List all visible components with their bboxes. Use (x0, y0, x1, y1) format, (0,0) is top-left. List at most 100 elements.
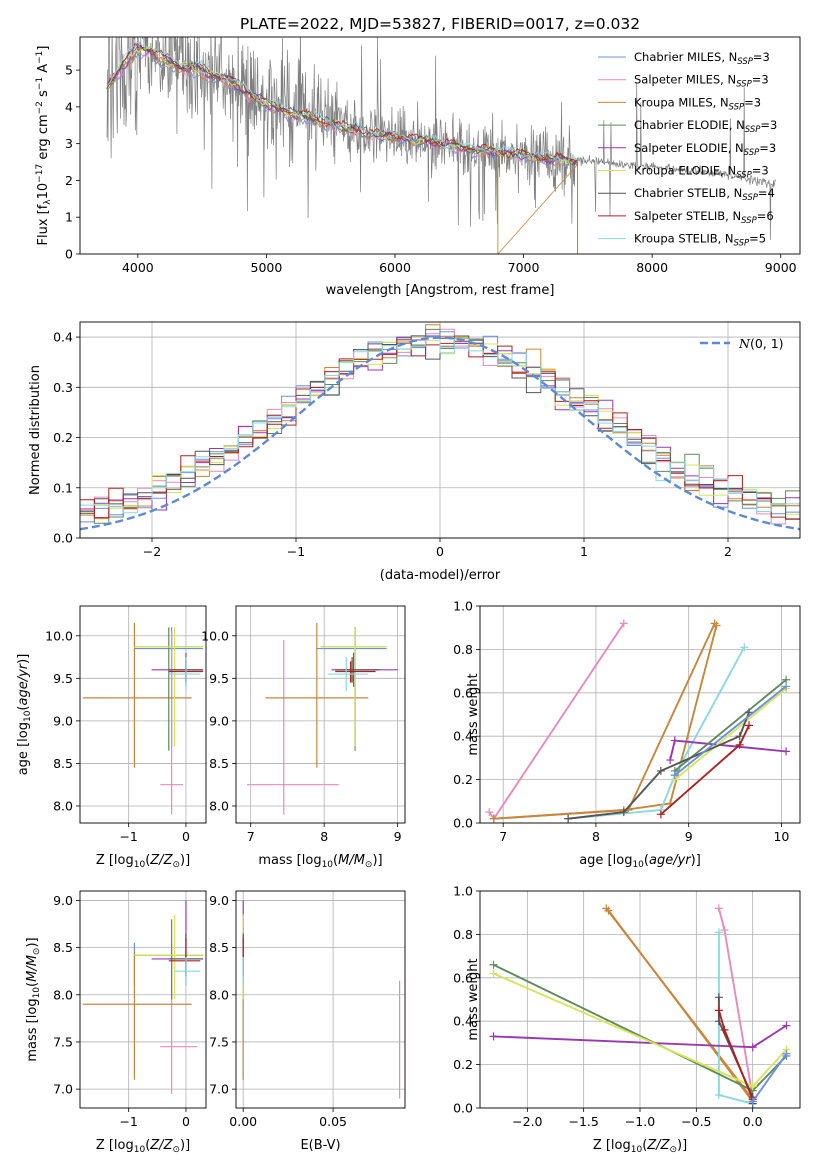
x-tick-label: 9 (685, 829, 693, 844)
weight-point (666, 756, 675, 765)
y-tick-label: 9.5 (53, 671, 73, 686)
legend: N(0, 1) (700, 336, 784, 351)
x-tick-label: 8 (320, 829, 328, 844)
legend-label: Salpeter MILES, NSSP=3 (634, 73, 769, 90)
weight-point (735, 740, 744, 749)
weight-point (782, 747, 791, 756)
y-tick-label: 0.6 (453, 685, 473, 700)
weight-series-line (493, 625, 718, 820)
y-tick-label: 7.0 (209, 1082, 229, 1097)
legend-label: Salpeter STELIB, NSSP=6 (634, 209, 774, 226)
weight-point (489, 814, 498, 823)
weight-point (564, 814, 573, 823)
axes-frame (479, 605, 801, 824)
x-tick-label: 8000 (636, 260, 668, 275)
y-tick-label: 0.2 (53, 430, 73, 445)
weight-series-line (674, 685, 787, 777)
x-tick-label: 6000 (379, 260, 411, 275)
y-tick-label: 1.0 (453, 599, 473, 614)
y-axis-label: Flux [fλ10−17 erg cm−2 s−1 A−1] (35, 46, 53, 246)
y-tick-label: 4 (65, 99, 73, 114)
weight-point (489, 1032, 498, 1041)
y-tick-label: 0.4 (453, 729, 473, 744)
weight-point (782, 682, 791, 691)
y-tick-label: 5 (65, 63, 73, 78)
panel-mass-vs-Z: −1 0 7.0 7.5 8.0 8.5 9.0 Z [log10(Z/Z⊙)] mass [l… (25, 890, 207, 1155)
figure-title: PLATE=2022, MJD=53827, FIBERID=0017, z=0… (240, 15, 640, 33)
x-axis-label: Z [log10(Z/Z⊙)] (593, 1138, 687, 1155)
y-tick-label: 8.0 (209, 987, 229, 1002)
panel-spectrum: 4000 5000 6000 7000 8000 9000 0 1 2 3 4 5 wavelength… (35, 36, 801, 298)
y-tick-label: 8.0 (53, 987, 73, 1002)
weight-point (720, 926, 729, 935)
x-axis-label: Z [log10(Z/Z⊙)] (96, 853, 190, 870)
weight-series-line (717, 908, 754, 1098)
x-tick-label: −1 (119, 829, 137, 844)
y-tick-label: 9.0 (53, 713, 73, 728)
plot-area (82, 900, 204, 1094)
weight-point (748, 1097, 757, 1106)
weight-series-line (605, 907, 754, 1100)
y-axis-label: mass [log10(M/M⊙)] (25, 937, 42, 1061)
legend-label: Chabrier MILES, NSSP=3 (634, 50, 770, 67)
y-tick-label: 0.2 (453, 772, 473, 787)
y-tick-label: 1.0 (453, 884, 473, 899)
weight-series-line (674, 687, 787, 781)
plot-area (489, 904, 791, 1108)
x-tick-label: −1.5 (568, 1114, 598, 1129)
y-tick-label: 0 (65, 247, 73, 262)
weight-point (670, 736, 679, 745)
y-tick-label: 7.0 (53, 1082, 73, 1097)
x-tick-label: 9 (394, 829, 402, 844)
x-tick-label: 0.05 (319, 1114, 347, 1129)
weight-point (735, 732, 744, 741)
axes-frame (235, 890, 406, 1109)
legend-label: Salpeter ELODIE, NSSP=3 (634, 141, 776, 158)
y-tick-label: 10.0 (45, 628, 73, 643)
y-tick-label: 0.6 (453, 970, 473, 985)
x-tick-label: 10 (773, 829, 789, 844)
y-tick-label: 0.3 (53, 380, 73, 395)
axes-frame (79, 605, 207, 824)
x-tick-label: 9000 (765, 260, 797, 275)
y-tick-label: 2 (65, 173, 73, 188)
weight-point (710, 619, 719, 628)
y-tick-label: 8.5 (53, 756, 73, 771)
y-tick-label: 0.0 (453, 816, 473, 831)
weight-point (740, 643, 749, 652)
x-tick-label: −0.5 (681, 1114, 711, 1129)
residual-histogram (80, 336, 800, 514)
x-tick-label: 2 (724, 544, 732, 559)
model-line (106, 42, 578, 163)
x-tick-label: 0.0 (743, 1114, 763, 1129)
y-tick-label: 0.0 (53, 531, 73, 546)
model-line (106, 42, 578, 166)
y-tick-label: 8.5 (209, 756, 229, 771)
x-tick-label: 8 (592, 829, 600, 844)
y-tick-label: 0.2 (453, 1057, 473, 1072)
weight-point (720, 1025, 729, 1034)
panel-mass-vs-EBV: 0.00 0.05 7.0 7.5 8.0 8.5 9.0 E(B-V) (209, 890, 406, 1153)
y-tick-label: 1 (65, 210, 73, 225)
panel-weight-vs-age: 7 8 9 10 0.0 0.2 0.4 0.6 0.8 1.0 age [log10(age/yr… (453, 599, 801, 870)
weight-point (714, 928, 723, 937)
panel-residuals: −2 −1 0 1 2 0.0 0.1 0.2 0.3 0.4 (data-model)/error… (28, 321, 801, 583)
axes-frame (79, 890, 207, 1109)
y-tick-label: 10.0 (201, 628, 229, 643)
y-axis-label: mass weight (466, 958, 481, 1040)
x-tick-label: −2.0 (512, 1114, 542, 1129)
y-tick-label: 8.5 (53, 940, 73, 955)
x-axis-label: (data-model)/error (380, 568, 501, 583)
x-tick-label: −1 (119, 1114, 137, 1129)
axes-frame (235, 605, 406, 824)
weight-point (748, 1082, 757, 1091)
x-tick-label: 5000 (251, 260, 283, 275)
weight-point (619, 808, 628, 817)
y-axis-label: Normed distribution (28, 365, 43, 495)
y-axis-label: age [log10(age/yr)] (16, 654, 33, 776)
weight-point (782, 1049, 791, 1058)
x-axis-label: wavelength [Angstrom, rest frame] (326, 283, 555, 298)
weight-series-line (567, 711, 750, 820)
weight-point (656, 810, 665, 819)
